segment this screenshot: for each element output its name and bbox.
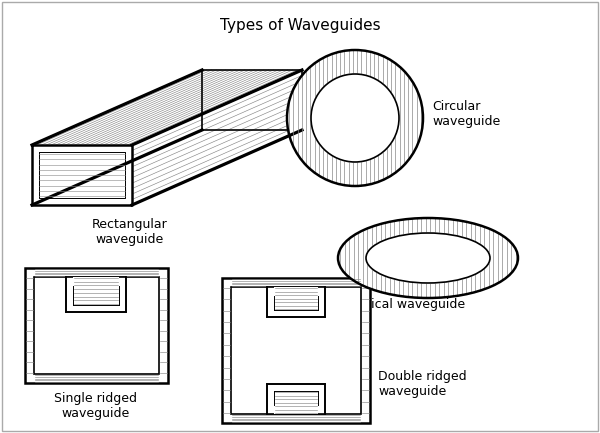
- Polygon shape: [287, 50, 423, 186]
- Bar: [34, 277, 159, 374]
- Bar: [274, 391, 318, 414]
- Polygon shape: [32, 145, 132, 205]
- Text: Single ridged: Single ridged: [55, 392, 137, 405]
- Text: waveguide: waveguide: [432, 115, 500, 128]
- Text: waveguide: waveguide: [378, 385, 446, 398]
- Bar: [222, 278, 370, 423]
- Polygon shape: [338, 218, 518, 298]
- Polygon shape: [32, 70, 302, 145]
- Polygon shape: [311, 74, 399, 162]
- Bar: [274, 287, 318, 310]
- Bar: [66, 277, 126, 312]
- Text: Rectangular: Rectangular: [92, 218, 168, 231]
- Text: waveguide: waveguide: [62, 407, 130, 420]
- Polygon shape: [366, 233, 490, 283]
- Bar: [267, 287, 325, 317]
- Bar: [267, 384, 325, 414]
- Text: Elliptical waveguide: Elliptical waveguide: [340, 298, 465, 311]
- Bar: [231, 287, 361, 414]
- Bar: [25, 268, 168, 383]
- Text: Circular: Circular: [432, 100, 481, 113]
- Text: Double ridged: Double ridged: [378, 370, 467, 383]
- Polygon shape: [132, 70, 302, 205]
- Text: Types of Waveguides: Types of Waveguides: [220, 18, 380, 33]
- Polygon shape: [39, 152, 125, 198]
- Bar: [73, 277, 119, 305]
- Text: waveguide: waveguide: [96, 233, 164, 246]
